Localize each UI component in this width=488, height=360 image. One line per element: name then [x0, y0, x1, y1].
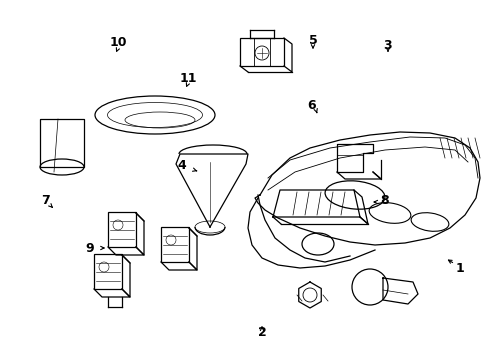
Text: 7: 7 [41, 194, 49, 207]
Text: 2: 2 [257, 325, 266, 338]
Bar [108, 212, 136, 247]
Text: 1: 1 [455, 261, 464, 275]
Bar [161, 227, 189, 262]
Bar [40, 119, 84, 167]
Text: 11: 11 [179, 72, 196, 85]
Text: 8: 8 [380, 194, 388, 207]
Bar [240, 38, 284, 66]
Text: 5: 5 [308, 33, 317, 46]
Text: 10: 10 [109, 36, 126, 49]
Text: 6: 6 [307, 99, 316, 112]
Text: 4: 4 [177, 158, 186, 171]
Bar [94, 254, 122, 289]
Text: 3: 3 [383, 39, 391, 51]
Text: 9: 9 [85, 242, 94, 255]
